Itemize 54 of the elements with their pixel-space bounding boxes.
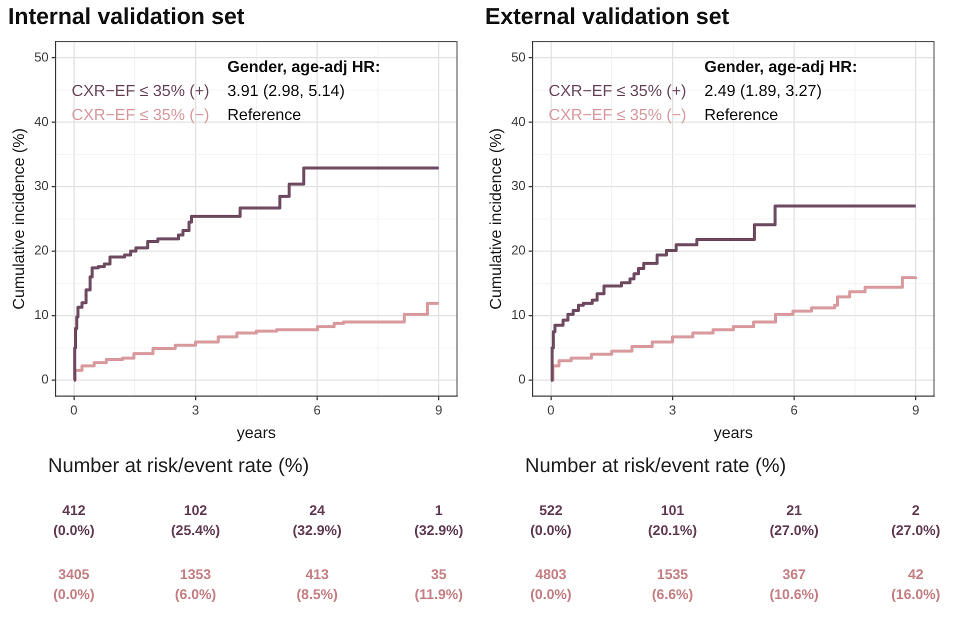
x-tick-label: 9: [435, 402, 442, 418]
chart-title: Internal validation set: [8, 3, 245, 30]
y-axis-title: Cumulative incidence (%): [488, 128, 506, 310]
text: 413 (8.5%): [296, 565, 338, 604]
annotation: 3.91 (2.98, 5.14): [227, 83, 345, 100]
text: 1353 (6.0%): [174, 565, 216, 604]
y-tick-label: 50: [34, 49, 49, 64]
text: 522 (0.0%): [530, 501, 572, 540]
text: 42 (16.0%): [891, 565, 940, 604]
annotation: Reference: [704, 107, 778, 124]
annotation: 2.49 (1.89, 3.27): [704, 83, 822, 100]
text: Number at risk/event rate (%): [48, 455, 310, 478]
y-tick-label: 40: [511, 114, 526, 129]
y-tick-label: 30: [34, 178, 49, 194]
y-tick-label: 10: [511, 307, 526, 322]
annotation: Gender, age-adj HR:: [704, 59, 858, 76]
chart-title: External validation set: [485, 3, 730, 30]
y-tick-label: 50: [511, 49, 526, 64]
text: CXR−EF ≤ 35% (+): [72, 83, 210, 100]
annotation: Gender, age-adj HR:: [227, 59, 380, 76]
text: 1535 (6.6%): [652, 565, 694, 604]
text: 4803 (0.0%): [530, 565, 572, 604]
text: 24 (32.9%): [292, 501, 342, 540]
annotation: Reference: [227, 107, 302, 124]
text: CXR−EF ≤ 35% (−): [72, 107, 210, 124]
x-tick-label: 0: [547, 402, 555, 418]
x-tick-label: 9: [912, 402, 920, 418]
y-tick-label: 10: [34, 307, 49, 322]
text: 102 (25.4%): [171, 501, 220, 540]
y-tick-label: 0: [518, 372, 526, 387]
text: 2 (27.0%): [891, 501, 940, 540]
y-tick-label: 0: [41, 372, 49, 387]
text: 21 (27.0%): [770, 501, 819, 540]
x-tick-label: 3: [192, 402, 200, 418]
y-tick-label: 40: [34, 114, 49, 129]
y-tick-label: 20: [34, 242, 49, 258]
text: CXR−EF ≤ 35% (−): [548, 107, 686, 124]
text: Number at risk/event rate (%): [525, 455, 786, 478]
x-tick-label: 6: [790, 402, 798, 418]
x-axis-title: years: [714, 424, 753, 442]
text: 35 (11.9%): [414, 565, 463, 604]
y-axis-title: Cumulative incidence (%): [11, 128, 28, 310]
text: 412 (0.0%): [53, 501, 95, 540]
text: CXR−EF ≤ 35% (+): [548, 83, 686, 100]
text: 101 (20.1%): [648, 501, 698, 540]
y-tick-label: 20: [511, 242, 526, 258]
x-tick-label: 0: [70, 402, 78, 418]
x-axis-title: years: [236, 424, 276, 442]
y-tick-label: 30: [511, 178, 526, 194]
text: 1 (32.9%): [414, 501, 464, 540]
x-tick-label: 3: [668, 402, 676, 418]
text: 367 (10.6%): [770, 565, 819, 604]
x-tick-label: 6: [314, 402, 321, 418]
text: 3405 (0.0%): [53, 565, 95, 604]
